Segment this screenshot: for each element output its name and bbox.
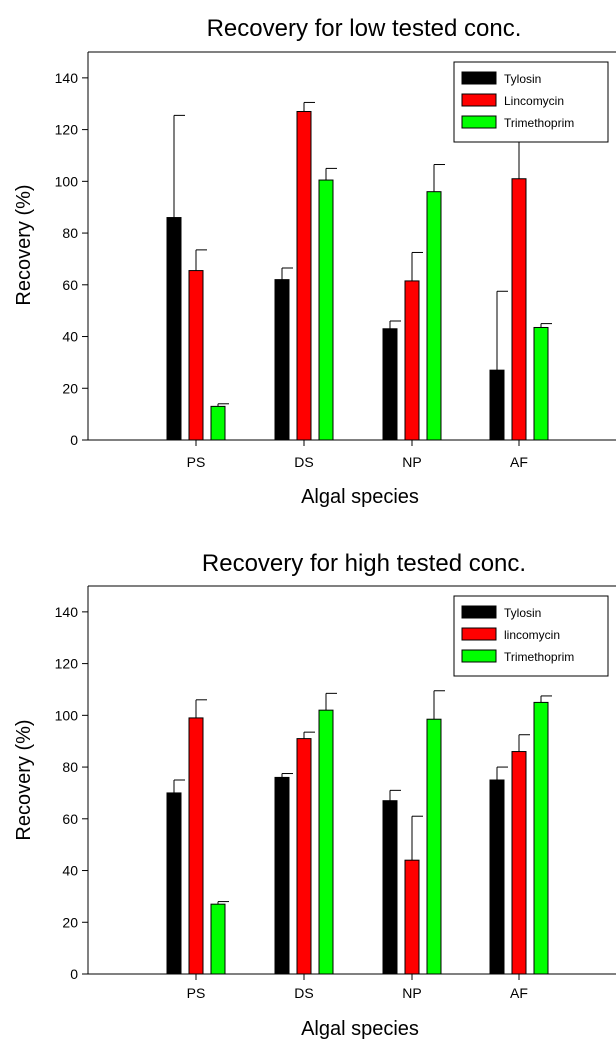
bar <box>489 369 505 441</box>
y-tick-label: 20 <box>62 914 78 930</box>
bar <box>166 217 182 441</box>
y-tick-label: 100 <box>55 173 79 189</box>
x-axis-label: Algal species <box>301 1018 419 1040</box>
bar <box>296 738 312 975</box>
bar <box>489 779 505 975</box>
bar <box>274 776 290 975</box>
legend-label: Tylosin <box>504 606 541 620</box>
legend-label: Trimethoprim <box>504 650 574 664</box>
y-tick-label: 120 <box>55 656 79 672</box>
y-tick-label: 140 <box>55 70 79 86</box>
chart-panel: Recovery for high tested conc. 0 20 40 60 80 1… <box>13 550 616 1040</box>
legend-swatch <box>461 649 497 663</box>
x-tick-label: AF <box>510 985 528 1001</box>
bar <box>382 800 398 975</box>
bar <box>511 751 527 975</box>
bar <box>210 903 226 975</box>
bar <box>426 191 442 441</box>
x-tick-label: NP <box>402 985 421 1001</box>
x-axis-label: Algal species <box>301 486 419 508</box>
bar <box>318 709 334 975</box>
y-tick-label: 60 <box>62 277 78 293</box>
y-tick-label: 80 <box>62 759 78 775</box>
bar <box>166 792 182 975</box>
bar <box>188 270 204 441</box>
bar <box>274 279 290 441</box>
x-tick-label: PS <box>187 985 206 1001</box>
legend-label: lincomycin <box>504 628 560 642</box>
y-tick-label: 100 <box>55 707 79 723</box>
legend-label: Trimethoprim <box>504 116 574 130</box>
y-tick-label: 0 <box>70 966 78 982</box>
x-tick-label: DS <box>294 454 313 470</box>
bar <box>533 701 549 975</box>
bar <box>404 280 420 441</box>
chart-panel: Recovery for low tested conc. 0 20 40 60 80 10… <box>13 15 616 508</box>
legend-swatch <box>461 605 497 619</box>
y-tick-label: 140 <box>55 604 79 620</box>
y-axis-label: Recovery (%) <box>13 184 35 305</box>
bar <box>426 718 442 975</box>
bar <box>511 178 527 441</box>
bar <box>533 326 549 441</box>
y-tick-label: 0 <box>70 432 78 448</box>
y-tick-label: 40 <box>62 863 78 879</box>
x-tick-label: NP <box>402 454 421 470</box>
bar <box>188 717 204 975</box>
x-tick-label: PS <box>187 454 206 470</box>
y-tick-label: 40 <box>62 329 78 345</box>
chart-title: Recovery for low tested conc. <box>207 15 522 42</box>
legend-swatch <box>461 627 497 641</box>
legend-swatch <box>461 71 497 85</box>
legend-label: Lincomycin <box>504 94 564 108</box>
x-tick-label: AF <box>510 454 528 470</box>
legend-swatch <box>461 93 497 107</box>
y-tick-label: 120 <box>55 122 79 138</box>
y-tick-label: 80 <box>62 225 78 241</box>
bar <box>404 859 420 975</box>
chart-title: Recovery for high tested conc. <box>202 550 526 577</box>
y-axis-label: Recovery (%) <box>13 719 35 840</box>
bar <box>210 405 226 441</box>
bar <box>296 110 312 441</box>
y-tick-label: 20 <box>62 380 78 396</box>
legend: Tylosin lincomycin Trimethoprim <box>453 595 609 677</box>
y-tick-label: 60 <box>62 811 78 827</box>
bar <box>318 179 334 441</box>
bar <box>382 328 398 441</box>
legend-label: Tylosin <box>504 72 541 86</box>
x-tick-label: DS <box>294 985 313 1001</box>
legend: Tylosin Lincomycin Trimethoprim <box>453 61 609 143</box>
legend-swatch <box>461 115 497 129</box>
